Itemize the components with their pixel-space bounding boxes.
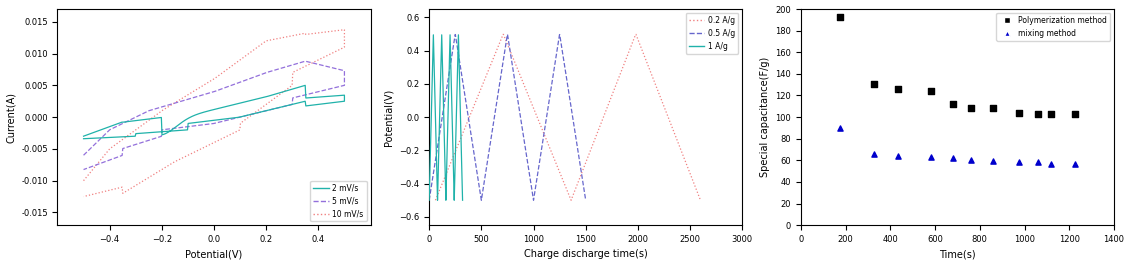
X-axis label: Time(s): Time(s) <box>939 249 975 259</box>
Y-axis label: Potential(V): Potential(V) <box>384 89 393 146</box>
Point <box>1010 160 1028 165</box>
Point <box>922 155 940 159</box>
Point <box>1066 112 1084 116</box>
Point <box>962 158 980 162</box>
Point <box>962 106 980 111</box>
Point <box>1042 112 1060 116</box>
Point <box>944 102 962 106</box>
Legend: Polymerization method, mixing method: Polymerization method, mixing method <box>996 13 1110 41</box>
Point <box>864 152 883 156</box>
Point <box>1066 161 1084 166</box>
X-axis label: Potential(V): Potential(V) <box>185 249 243 259</box>
Point <box>984 106 1002 111</box>
X-axis label: Charge discharge time(s): Charge discharge time(s) <box>524 249 647 259</box>
Point <box>1010 111 1028 115</box>
Point <box>889 87 907 91</box>
Point <box>1029 160 1048 165</box>
Legend: 2 mV/s, 5 mV/s, 10 mV/s: 2 mV/s, 5 mV/s, 10 mV/s <box>311 180 367 221</box>
Point <box>984 159 1002 164</box>
Point <box>922 89 940 93</box>
Y-axis label: Special capacitance(F/g): Special capacitance(F/g) <box>759 57 770 177</box>
Y-axis label: Current(A): Current(A) <box>6 92 16 143</box>
Legend: 0.2 A/g, 0.5 A/g, 1 A/g: 0.2 A/g, 0.5 A/g, 1 A/g <box>686 13 738 54</box>
Point <box>831 15 849 19</box>
Point <box>944 156 962 160</box>
Point <box>831 126 849 130</box>
Point <box>1042 161 1060 166</box>
Point <box>1029 112 1048 116</box>
Point <box>864 82 883 86</box>
Point <box>889 154 907 158</box>
